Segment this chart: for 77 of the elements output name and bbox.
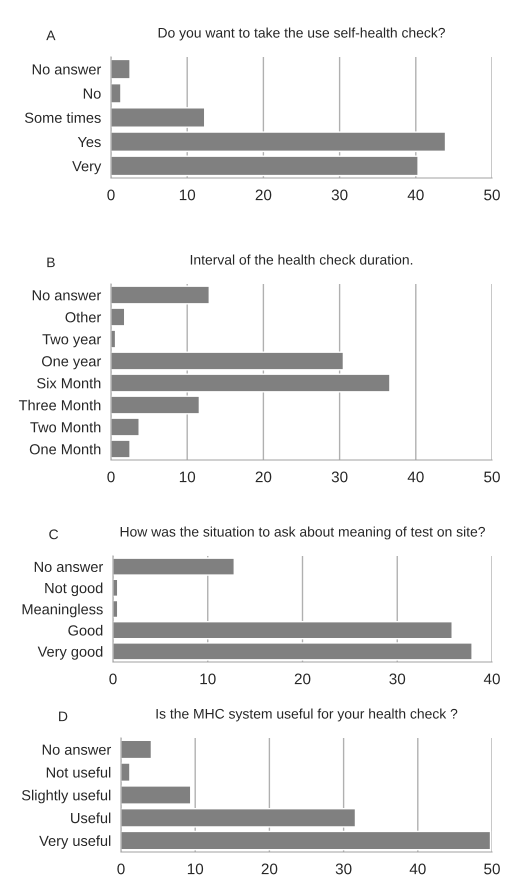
x-tick-label: 20 xyxy=(262,864,278,874)
bar xyxy=(113,557,235,576)
x-tick-label: 50 xyxy=(484,190,500,200)
bar xyxy=(111,131,446,152)
bar xyxy=(113,642,473,661)
x-tick-label: 40 xyxy=(408,190,424,200)
x-tick-label: 0 xyxy=(107,190,115,200)
bar xyxy=(111,396,200,414)
bar xyxy=(111,286,210,304)
y-tick-label: Yes xyxy=(78,136,101,148)
bar xyxy=(111,330,116,348)
y-tick-label: One Month xyxy=(30,444,100,454)
x-tick-label: 20 xyxy=(256,190,272,200)
text: C xyxy=(49,529,58,540)
x-tick-label: 50 xyxy=(484,472,500,482)
y-tick-label: Some times xyxy=(24,112,101,123)
chart-title: Do you want to take the use self-health check? xyxy=(158,27,445,40)
bar xyxy=(111,107,206,128)
x-tick-label: 40 xyxy=(484,674,500,684)
bar xyxy=(113,621,453,640)
x-tick-label: 40 xyxy=(408,472,424,482)
bar xyxy=(121,808,356,828)
bar xyxy=(121,785,192,805)
x-tick-label: 20 xyxy=(256,472,272,482)
y-tick-label: Slightly useful xyxy=(22,790,110,804)
y-tick-label: Three Month xyxy=(18,400,100,410)
y-tick-label: Meaningless xyxy=(22,604,103,618)
text: B xyxy=(47,258,55,268)
text: A xyxy=(46,30,56,40)
y-tick-label: Not useful xyxy=(46,766,110,778)
chart-title: Is the MHC system useful for your health check ? xyxy=(156,708,458,722)
y-tick-label: No xyxy=(84,88,101,99)
x-tick-label: 30 xyxy=(389,674,406,684)
y-tick-label: One year xyxy=(42,356,102,370)
x-tick-label: 10 xyxy=(180,190,196,200)
bar xyxy=(111,308,126,326)
chart-title: Interval of the health check duration. xyxy=(190,254,412,265)
x-tick-label: 20 xyxy=(294,674,310,684)
y-tick-label: Very useful xyxy=(39,835,110,849)
x-tick-label: 10 xyxy=(200,674,216,684)
y-tick-label: Useful xyxy=(71,812,110,824)
x-tick-label: 0 xyxy=(107,472,115,482)
y-tick-label: Good xyxy=(68,624,102,636)
bar xyxy=(111,156,419,176)
bar xyxy=(111,352,344,370)
x-tick-label: 50 xyxy=(484,864,500,874)
x-tick-label: 30 xyxy=(336,864,352,874)
y-tick-label: Very good xyxy=(38,646,102,660)
y-tick-label: No answer xyxy=(42,744,112,755)
y-tick-label: Very xyxy=(72,161,102,174)
text: D xyxy=(59,712,68,722)
y-tick-label: No answer xyxy=(32,64,102,75)
bar xyxy=(111,440,131,458)
chart-title: How was the situation to ask about meaning of test on site? xyxy=(120,526,485,540)
y-tick-label: No answer xyxy=(34,562,104,572)
y-tick-label: Two Month xyxy=(30,422,100,432)
bar xyxy=(111,82,122,104)
bar xyxy=(113,600,118,618)
x-tick-label: 10 xyxy=(188,864,204,874)
bar xyxy=(121,740,152,760)
x-tick-label: 40 xyxy=(410,864,426,874)
bar xyxy=(121,830,492,850)
y-tick-label: Two year xyxy=(42,334,102,348)
x-tick-label: 0 xyxy=(109,674,117,684)
y-tick-label: Six Month xyxy=(37,378,100,388)
y-tick-label: Not good xyxy=(45,582,102,596)
bar xyxy=(121,762,131,782)
bar xyxy=(111,58,131,80)
x-tick-label: 30 xyxy=(332,472,348,482)
bar xyxy=(111,374,391,392)
x-tick-label: 10 xyxy=(180,472,196,482)
bar xyxy=(113,578,118,597)
y-tick-label: Other xyxy=(66,312,102,322)
y-tick-label: No answer xyxy=(32,290,102,300)
bar xyxy=(111,418,140,436)
x-tick-label: 0 xyxy=(117,864,125,874)
x-tick-label: 30 xyxy=(332,190,348,200)
